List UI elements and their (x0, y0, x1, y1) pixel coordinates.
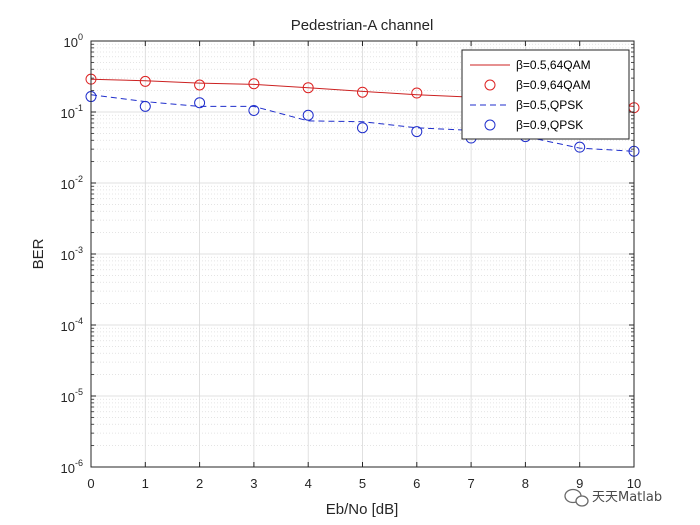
y-tick-label: 10-5 (61, 387, 83, 405)
y-axis-label: BER (30, 238, 47, 269)
legend: β=0.5,64QAM β=0.9,64QAM β=0.5,QPSK β=0.9,QP… (461, 49, 630, 140)
y-tick-label: 100 (64, 32, 83, 50)
x-tick-label: 0 (87, 476, 94, 491)
x-tick-label: 4 (305, 476, 312, 491)
x-tick-label: 5 (359, 476, 366, 491)
legend-entry: β=0.5,QPSK (470, 98, 583, 112)
minor-grid (91, 43, 634, 446)
data-point (194, 97, 206, 109)
y-tick-exponent: -4 (75, 316, 83, 326)
data-point (139, 75, 151, 87)
y-tick-base: 10 (61, 177, 75, 192)
y-tick-base: 10 (61, 248, 75, 263)
y-tick-exponent: -6 (75, 458, 83, 468)
data-point (302, 109, 314, 121)
legend-label: β=0.9,QPSK (516, 118, 583, 132)
wechat-icon (564, 488, 589, 507)
x-tick-label: 6 (413, 476, 420, 491)
axis-ticks (90, 40, 635, 468)
data-point (194, 79, 206, 91)
data-point (357, 122, 368, 134)
x-tick-label: 3 (250, 476, 257, 491)
series-2 (90, 94, 635, 152)
data-point (411, 126, 423, 138)
data-point (302, 82, 314, 94)
x-tick-label: 9 (576, 476, 583, 491)
y-tick-label: 10-3 (61, 245, 83, 263)
x-tick-label: 7 (467, 476, 474, 491)
x-tick-label: 8 (522, 476, 529, 491)
legend-label: β=0.5,64QAM (516, 58, 591, 72)
data-point (139, 100, 151, 112)
y-tick-label: 10-6 (61, 458, 83, 476)
y-tick-base: 10 (61, 461, 75, 476)
y-tick-exponent: 0 (78, 32, 83, 42)
y-tick-exponent: -3 (75, 245, 83, 255)
legend-entry: β=0.5,64QAM (470, 58, 591, 72)
legend-label: β=0.9,64QAM (516, 78, 591, 92)
x-tick-label: 1 (142, 476, 149, 491)
watermark-text: 天天Matlab (592, 490, 662, 505)
y-tick-base: 10 (61, 319, 75, 334)
chart-title: Pedestrian-A channel (291, 17, 434, 34)
data-point (248, 78, 260, 90)
x-tick-labels: 0 1 2 3 4 5 6 7 8 9 10 (87, 476, 641, 491)
y-tick-exponent: -2 (75, 174, 83, 184)
data-point (248, 104, 260, 116)
legend-entry: β=0.9,64QAM (484, 78, 591, 92)
data-point (574, 141, 586, 153)
y-tick-label: 10-1 (61, 103, 83, 121)
x-tick-label: 10 (627, 476, 641, 491)
y-tick-base: 10 (61, 106, 75, 121)
legend-label: β=0.5,QPSK (516, 98, 583, 112)
legend-swatch-marker (484, 79, 496, 91)
data-point (411, 87, 423, 99)
x-axis-label: Eb/No [dB] (326, 501, 399, 518)
legend-swatch-marker (484, 119, 496, 131)
legend-entry: β=0.9,QPSK (484, 118, 583, 132)
series-line (90, 94, 635, 152)
y-tick-label: 10-2 (61, 174, 83, 192)
y-tick-base: 10 (61, 390, 75, 405)
data-point (357, 86, 368, 98)
y-tick-label: 10-4 (61, 316, 83, 334)
y-tick-base: 10 (64, 35, 78, 50)
y-tick-exponent: -1 (75, 103, 83, 113)
x-tick-label: 2 (196, 476, 203, 491)
y-tick-exponent: -5 (75, 387, 83, 397)
watermark: 天天Matlab (564, 488, 662, 507)
